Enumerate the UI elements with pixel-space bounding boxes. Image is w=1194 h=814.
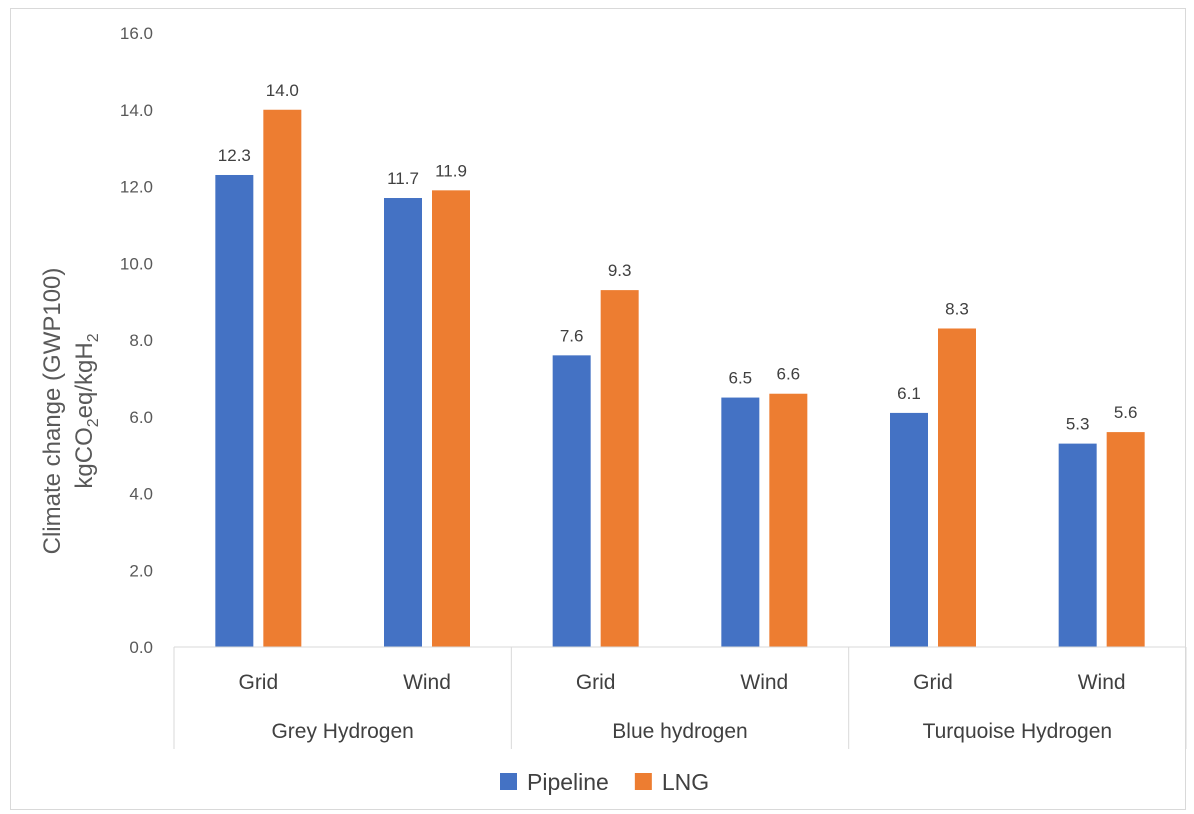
legend-swatch-pipeline xyxy=(500,773,517,790)
y-tick-label: 4.0 xyxy=(129,485,153,504)
bar-pipeline xyxy=(552,355,591,647)
category-label: Wind xyxy=(1078,671,1126,694)
chart-frame xyxy=(10,8,1186,810)
data-label: 5.3 xyxy=(1066,415,1090,434)
ylabel-part-4: 2 xyxy=(85,333,102,342)
data-label: 8.3 xyxy=(945,299,969,318)
bar-lng xyxy=(938,328,976,647)
legend-label-pipeline: Pipeline xyxy=(527,769,609,795)
data-label: 11.7 xyxy=(387,169,419,188)
data-label: 6.5 xyxy=(729,369,753,388)
group-labels: Grey Hydrogen Blue hydrogen Turquoise Hydr… xyxy=(271,720,1112,743)
ylabel-part-3: eq/kgH xyxy=(71,342,98,418)
group-label: Turquoise Hydrogen xyxy=(923,720,1113,743)
y-tick-label: 6.0 xyxy=(129,408,153,427)
y-axis-title-line1: Climate change (GWP100) xyxy=(39,268,66,555)
data-label: 6.1 xyxy=(897,384,921,403)
legend-label-lng: LNG xyxy=(662,769,709,795)
y-tick-label: 10.0 xyxy=(120,254,153,273)
data-label: 14.0 xyxy=(266,81,299,100)
bar-lng xyxy=(263,109,302,647)
y-axis-ticks: 0.0 2.0 4.0 6.0 8.0 10.0 12.0 14.0 16.0 xyxy=(120,24,153,657)
y-tick-label: 16.0 xyxy=(120,24,153,43)
bar-lng xyxy=(1106,432,1145,647)
category-label: Wind xyxy=(403,671,451,694)
bar-lng xyxy=(769,393,808,647)
y-tick-label: 12.0 xyxy=(120,178,153,197)
bar-pipeline xyxy=(721,397,760,647)
bar-lng xyxy=(600,290,639,647)
data-label: 11.9 xyxy=(435,161,467,180)
legend-swatch-lng xyxy=(634,773,652,790)
data-labels: 12.3 14.0 11.7 11.9 7.6 9.3 6.5 6.6 6.1 8.3 5.3 5.6 xyxy=(218,81,1138,434)
bar-pipeline xyxy=(215,174,254,648)
group-label: Blue hydrogen xyxy=(612,720,747,743)
bar-pipeline xyxy=(1058,443,1097,647)
category-label: Grid xyxy=(576,671,616,694)
y-axis-title: Climate change (GWP100) kgCO2eq/kgH2 xyxy=(39,268,102,555)
category-labels: Grid Wind Grid Wind Grid Wind xyxy=(238,671,1125,694)
bar-lng xyxy=(432,190,470,647)
category-axis xyxy=(173,646,1187,749)
data-label: 12.3 xyxy=(218,146,251,165)
bar-pipeline xyxy=(384,198,422,647)
category-label: Wind xyxy=(740,671,788,694)
y-tick-label: 14.0 xyxy=(120,101,153,120)
data-label: 7.6 xyxy=(560,326,584,345)
data-label: 9.3 xyxy=(608,261,632,280)
legend: Pipeline LNG xyxy=(500,769,709,795)
y-tick-label: 2.0 xyxy=(129,561,153,580)
data-label: 6.6 xyxy=(777,365,801,384)
y-tick-label: 8.0 xyxy=(129,331,153,350)
data-label: 5.6 xyxy=(1114,403,1138,422)
ylabel-part-1: kgCO xyxy=(71,427,98,488)
category-label: Grid xyxy=(238,671,278,694)
y-axis-title-line2: kgCO2eq/kgH2 xyxy=(71,333,102,488)
category-label: Grid xyxy=(913,671,953,694)
ylabel-part-2: 2 xyxy=(85,418,102,427)
group-label: Grey Hydrogen xyxy=(271,720,413,743)
bar-pipeline xyxy=(890,412,928,647)
y-tick-label: 0.0 xyxy=(129,638,153,657)
bars xyxy=(215,109,1145,648)
